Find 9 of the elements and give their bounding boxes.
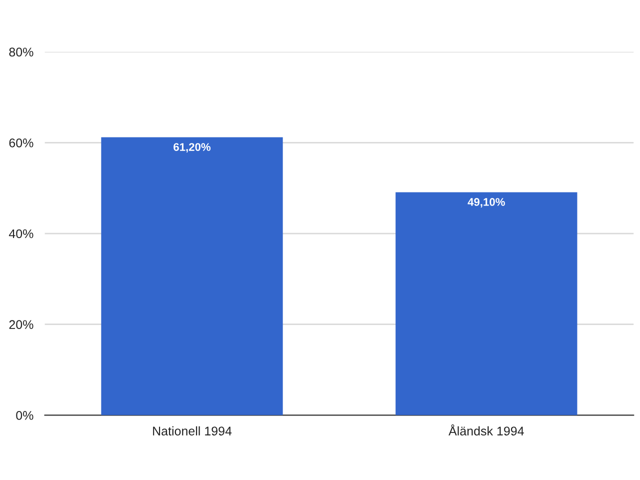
x-tick-label: Nationell 1994 [153,426,232,436]
y-tick-label: 0% [16,411,34,420]
data-label: 49,10% [468,198,505,208]
y-tick-label: 80% [9,48,34,56]
data-label: 61,20% [174,143,211,153]
y-tick-label: 40% [8,229,34,238]
y-tick-label: 60% [9,138,34,148]
y-tick-label: 20% [9,320,34,330]
x-tick-label: Åländsk 1994 [448,424,524,436]
